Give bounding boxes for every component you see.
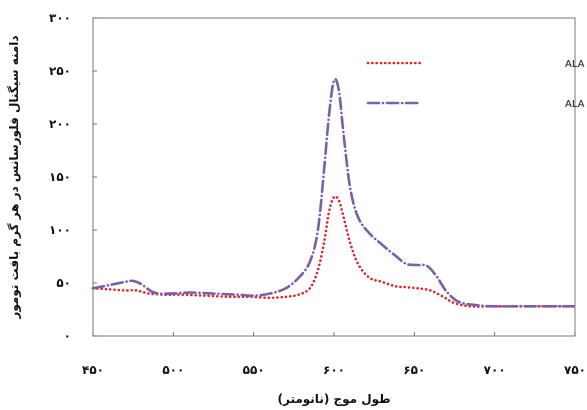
y-tick-label: ۰ [64,329,71,343]
y-tick-label: ۵۰ [56,276,71,290]
series-line-3h [91,77,577,308]
x-tick-label: ۷۰۰ [484,363,506,377]
x-axis-label: طول موج (نانومتر) [278,392,391,407]
legend-label-3h: ۳ ساعت پس از تزریق ALA [565,99,587,110]
y-tick-label: ۱۰۰ [49,223,71,237]
y-tick-label: ۳۰۰ [49,11,71,25]
y-axis-label: دامنه سیگنال فلورسانس در هر گرم بافت توم… [7,35,22,319]
legend-label-2h: ۲ ساعت پس از تزریق ALA [565,59,587,70]
y-tick-label: ۲۵۰ [49,64,71,78]
x-tick-label: ۵۰۰ [162,363,184,377]
legend: ۲ ساعت پس از تزریق ALA ۳ ساعت پس از تزری… [366,59,587,110]
series-line-2h [91,195,577,308]
x-tick-label: ۵۵۰ [243,363,265,377]
x-tick-label: ۶۵۰ [403,363,425,377]
x-tick-label: ۷۵۰ [564,363,586,377]
plot-frame [92,17,576,337]
x-tick-label: ۴۵۰ [82,363,104,377]
y-tick-label: ۱۵۰ [49,170,71,184]
x-tick-label: ۶۰۰ [323,363,345,377]
y-tick-label: ۲۰۰ [49,117,71,131]
